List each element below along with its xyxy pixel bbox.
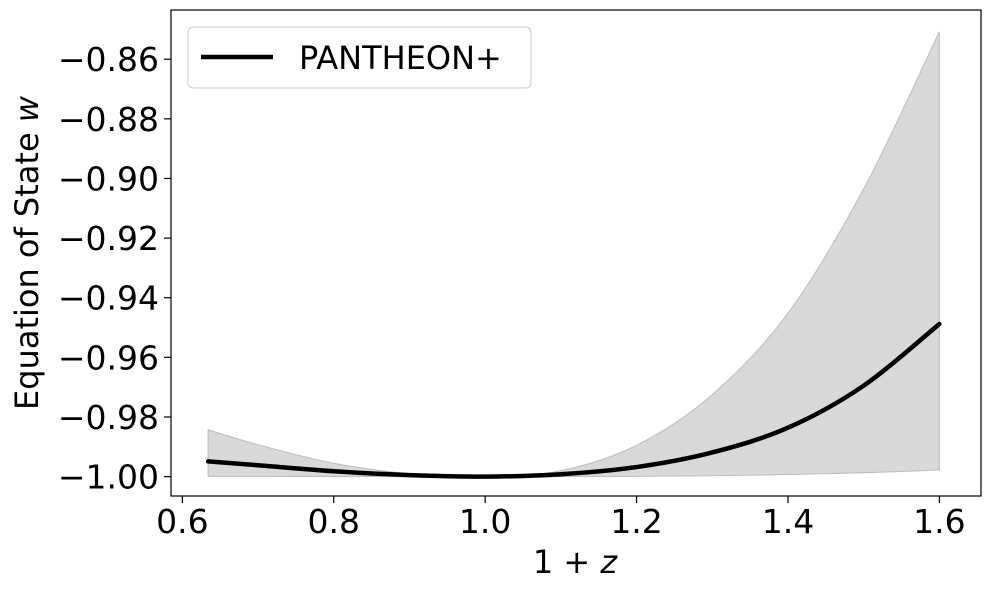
y-tick-label: −0.94 [58,279,159,318]
legend-box [187,26,532,89]
legend-label-pantheon: PANTHEON+ [299,39,502,77]
x-tick-label: 1.6 [913,502,965,541]
y-tick-label: −0.88 [58,100,159,139]
x-tick-label: 1.2 [610,502,662,541]
legend: PANTHEON+ [187,26,532,89]
x-tick-label: 1.0 [459,502,511,541]
y-axis-label: Equation of State w [8,95,46,410]
y-tick-label: −0.86 [58,40,159,79]
x-tick-label: 0.8 [308,502,360,541]
y-tick-label: −0.98 [58,398,159,437]
x-axis-label: 1 + z [533,543,619,581]
y-tick-label: −0.96 [58,338,159,377]
x-tick-label: 0.6 [156,502,208,541]
y-tick-label: −1.00 [58,458,159,497]
y-tick-label: −0.90 [58,159,159,198]
x-axis-ticks: 0.6 0.8 1.0 1.2 1.4 1.6 [156,496,966,541]
x-tick-label: 1.4 [762,502,814,541]
plot-frame [170,9,982,497]
y-tick-label: −0.92 [58,219,159,258]
y-axis-ticks: −1.00 −0.98 −0.96 −0.94 −0.92 −0.90 −0.88 −0.86 [58,40,171,497]
series-layer [205,321,942,479]
series-line-0 [205,321,942,479]
